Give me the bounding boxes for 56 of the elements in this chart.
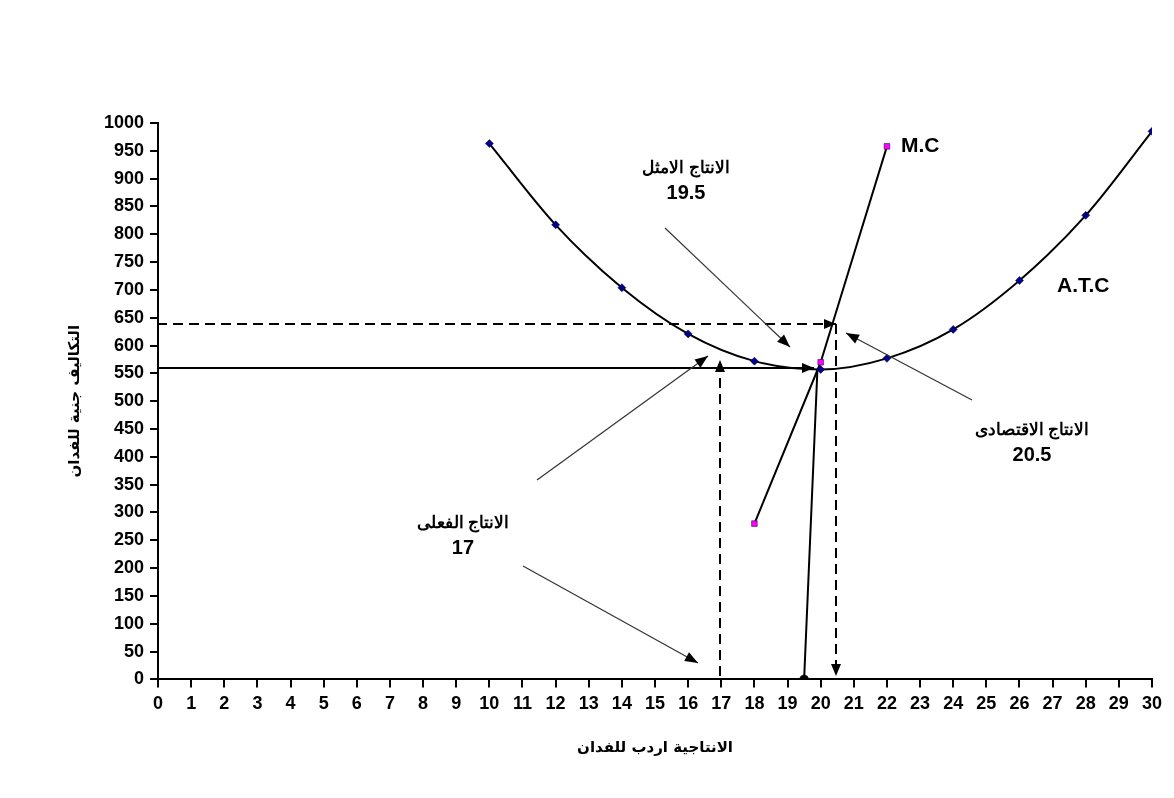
y-tick-label: 450 [114,417,145,438]
x-tick-label: 7 [384,693,395,714]
y-tick-label: 350 [114,473,145,494]
x-tick-label: 29 [1108,693,1129,714]
x-tick-label: 28 [1075,693,1096,714]
y-tick-label: 300 [114,501,145,522]
x-tick-label: 27 [1042,693,1063,714]
x-tick-label: 19 [777,693,798,714]
y-tick-label: 550 [114,362,145,383]
y-tick-label: 750 [114,251,145,272]
x-tick-label: 26 [1009,693,1030,714]
y-tick-label: 1000 [104,111,145,132]
y-tick-label: 50 [124,640,145,661]
y-tick-label: 200 [114,557,145,578]
x-tick-label: 24 [943,693,964,714]
x-axis-title: الانتاجية اردب للفدان [577,737,733,756]
x-tick-label: 17 [711,693,732,714]
x-tick-label: 5 [318,693,329,714]
y-tick-label: 500 [114,390,145,411]
x-tick-label: 1 [186,693,197,714]
x-tick-label: 10 [479,693,500,714]
y-tick-label: 850 [114,195,145,216]
y-tick-label: 600 [114,334,145,355]
y-tick-label: 100 [114,612,145,633]
y-tick-label: 650 [114,306,145,327]
x-tick-label: 12 [545,693,566,714]
y-tick-label: 900 [114,167,145,188]
x-tick-label: 22 [876,693,897,714]
y-tick-label: 950 [114,139,145,160]
y-tick-label: 150 [114,584,145,605]
x-tick-label: 9 [451,693,462,714]
x-tick-label: 0 [153,693,164,714]
x-tick-label: 11 [512,693,533,714]
x-tick-label: 18 [744,693,765,714]
x-tick-label: 13 [578,693,599,714]
x-tick-label: 15 [645,693,666,714]
x-tick-label: 14 [611,693,632,714]
series-label: M.C [900,133,940,157]
y-tick-label: 250 [114,529,145,550]
series-label: A.T.C [1057,273,1110,297]
x-tick-label: 6 [351,693,362,714]
x-tick-label: 20 [810,693,831,714]
x-tick-label: 16 [678,693,699,714]
x-tick-label: 4 [285,693,296,714]
x-tick-label: 2 [219,693,230,714]
y-axis-title: التكاليف جنية للفدان [64,324,83,478]
y-tick-label: 800 [114,223,145,244]
y-tick-label: 400 [114,445,145,466]
x-tick-label: 30 [1141,693,1163,714]
y-tick-label: 700 [114,278,145,299]
x-tick-label: 3 [252,693,263,714]
y-tick-label: 0 [134,668,145,689]
x-tick-label: 25 [976,693,997,714]
x-tick-label: 8 [418,693,429,714]
x-tick-label: 23 [910,693,931,714]
x-tick-label: 21 [843,693,864,714]
